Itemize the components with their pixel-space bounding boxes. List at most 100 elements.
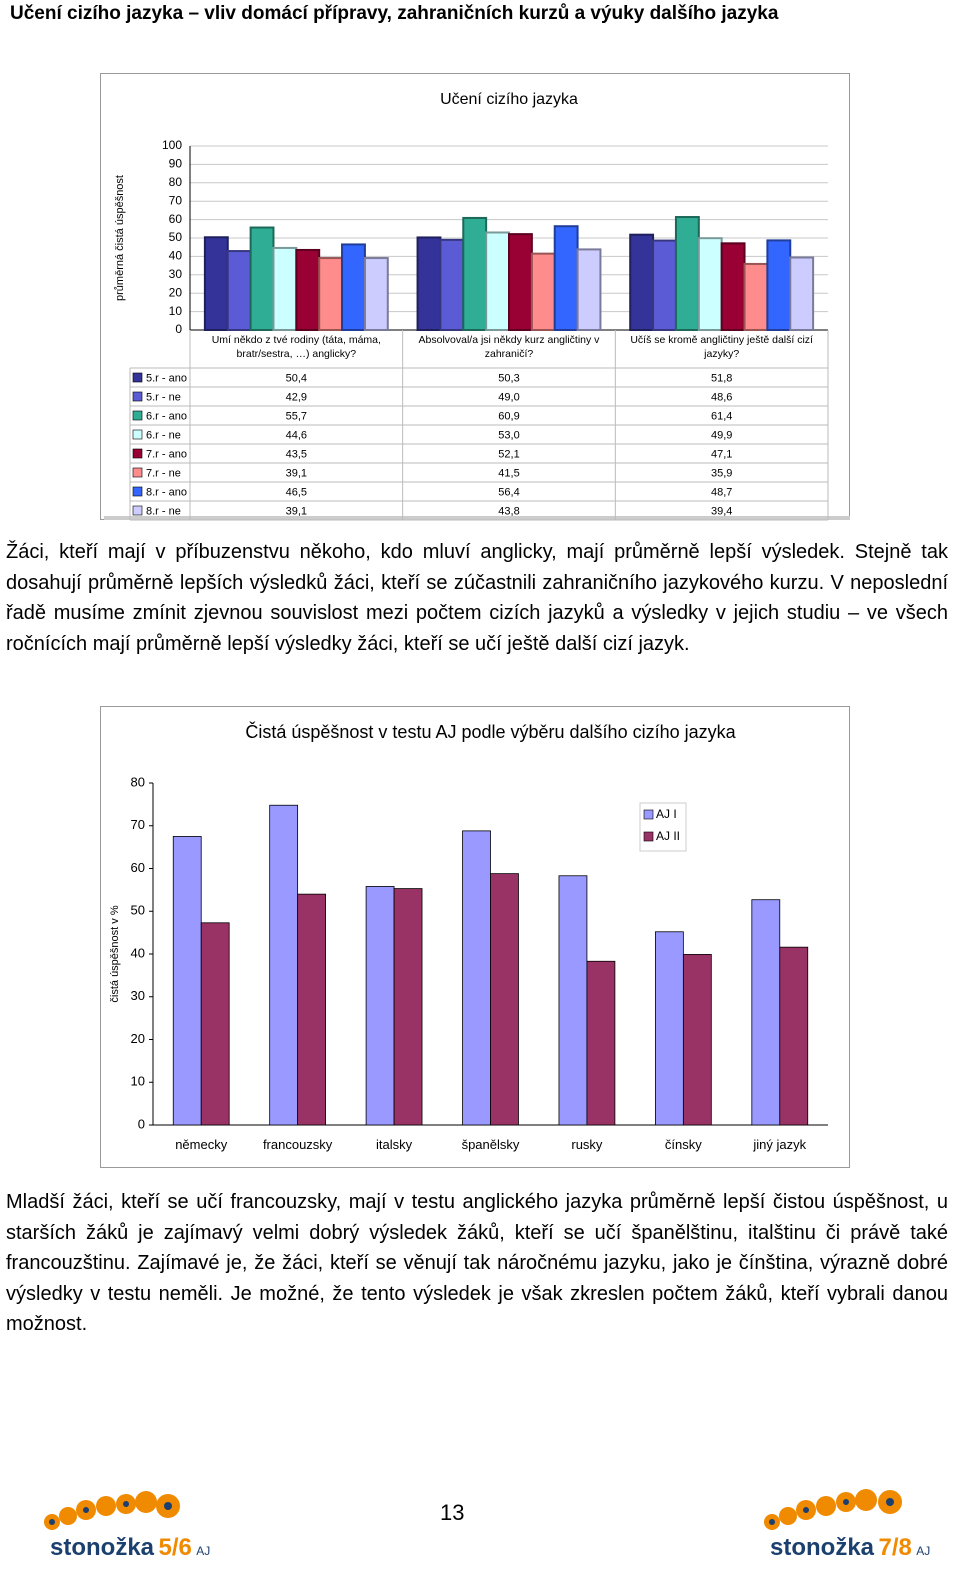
legend-label: 7.r - ne: [146, 467, 181, 479]
legend-label: AJ II: [656, 829, 680, 843]
legend-swatch: [132, 429, 143, 440]
data-label: 44,6: [286, 429, 307, 441]
legend-swatch: [132, 505, 143, 516]
data-label: 60,9: [498, 410, 519, 422]
bar: [462, 216, 488, 331]
legend-label: 6.r - ano: [146, 410, 187, 422]
bar: [789, 256, 815, 331]
data-label: 61,4: [711, 410, 732, 422]
bar: [416, 236, 442, 331]
bar: [341, 243, 366, 331]
bar: [652, 239, 677, 332]
y-tick-label: 80: [169, 175, 183, 189]
legend-swatch: [132, 467, 143, 478]
legend-label: 8.r - ano: [146, 486, 187, 498]
legend-swatch: [643, 809, 654, 820]
logo-subject: AJ: [196, 1544, 211, 1558]
chart-title: Učení cizího jazyka: [440, 91, 578, 108]
chart-title: Čistá úspěšnost v testu AJ podle výběru …: [245, 721, 736, 742]
bar: [530, 252, 556, 331]
y-tick-label: 90: [169, 157, 183, 171]
logo-grade: 5/6: [158, 1534, 192, 1561]
logo-right: stonožka 7/8 AJ: [770, 1534, 930, 1562]
bar: [439, 238, 465, 331]
data-label: 53,0: [498, 429, 519, 441]
bar: [200, 922, 230, 1126]
bar: [318, 257, 344, 331]
bar: [172, 836, 202, 1126]
x-tick-label-box: Umí někdo z tvé rodiny (táta, máma, brat…: [211, 334, 381, 360]
legend-label: 5.r - ne: [146, 391, 181, 403]
y-tick-label: 20: [169, 285, 183, 299]
data-label: 48,7: [711, 486, 732, 498]
data-label: 43,5: [286, 448, 307, 460]
data-label: 46,5: [286, 486, 307, 498]
y-tick-label: 40: [169, 249, 183, 263]
legend-label: 8.r - ne: [146, 505, 181, 517]
bar: [508, 233, 533, 331]
legend-swatch: [132, 410, 143, 421]
logo-name: stonožka: [50, 1534, 155, 1561]
legend-swatch: [132, 372, 143, 383]
y-tick-label: 60: [131, 860, 145, 875]
x-tick-label: italsky: [375, 1138, 413, 1152]
x-tick-label: francouzsky: [262, 1138, 333, 1152]
x-tick-label-box: jiný jazyk: [753, 1138, 807, 1152]
x-tick-label-box: čínsky: [665, 1138, 702, 1152]
bar: [629, 233, 655, 331]
chart-1: Učení cizího jazyka průměrná čistá úspěšn…: [100, 73, 850, 521]
data-label: 39,4: [711, 505, 732, 517]
bar: [393, 888, 423, 1126]
data-label: 42,9: [286, 391, 307, 403]
y-tick-label: 80: [131, 774, 145, 789]
data-label: 43,8: [498, 505, 519, 517]
bar: [249, 226, 275, 331]
chart-2: Čistá úspěšnost v testu AJ podle výběru …: [100, 706, 850, 1168]
bar: [576, 248, 602, 332]
page-number: 13: [440, 1500, 465, 1525]
x-tick-label: jiný jazyk: [753, 1138, 807, 1152]
logo-subject: AJ: [916, 1544, 931, 1558]
bar: [363, 257, 389, 331]
bar: [203, 236, 229, 332]
y-tick-label: 70: [131, 817, 145, 832]
data-label: 49,9: [711, 429, 732, 441]
x-tick-label-box: Učíš se kromě angličtiny ještě další ciz…: [630, 334, 813, 360]
legend-swatch: [132, 486, 143, 497]
bar: [674, 216, 700, 331]
data-label: 49,0: [498, 391, 519, 403]
x-tick-label-box: italsky: [375, 1138, 413, 1152]
bar: [743, 262, 769, 331]
x-tick-label-box: francouzsky: [262, 1138, 333, 1152]
bar: [490, 873, 519, 1126]
logo-graphic: [764, 1489, 902, 1530]
x-tick-label: Umí někdo z tvé rodiny (táta, máma, brat…: [211, 334, 381, 360]
y-tick-label: 50: [131, 903, 145, 918]
data-label: 52,1: [498, 448, 519, 460]
legend-swatch: [132, 448, 143, 459]
bar: [697, 237, 723, 332]
data-label: 50,3: [498, 372, 519, 384]
bar: [586, 960, 616, 1126]
chart-shadow: [104, 516, 850, 520]
y-tick-label: 50: [169, 230, 183, 244]
bar: [720, 242, 746, 331]
bar: [226, 250, 252, 331]
y-tick-label: 30: [169, 267, 183, 281]
data-label: 35,9: [711, 467, 732, 479]
bar: [272, 246, 298, 332]
y-tick-label: 0: [175, 322, 182, 336]
paragraph: Mladší žáci, kteří se učí francouzsky, m…: [6, 1191, 948, 1335]
data-label: 48,6: [711, 391, 732, 403]
logo-left: stonožka 5/6 AJ: [50, 1534, 210, 1562]
bar: [485, 231, 511, 331]
data-label: 51,8: [711, 372, 732, 384]
y-axis-title: čistá úspěšnost v %: [109, 905, 121, 1002]
legend-label: AJ I: [656, 807, 677, 821]
x-tick-label-box: rusky: [571, 1138, 602, 1152]
x-tick-label: Učíš se kromě angličtiny ještě další ciz…: [630, 334, 813, 360]
x-tick-label-box: španělsky: [462, 1138, 520, 1152]
bar: [766, 239, 792, 331]
y-tick-label: 30: [131, 988, 145, 1003]
